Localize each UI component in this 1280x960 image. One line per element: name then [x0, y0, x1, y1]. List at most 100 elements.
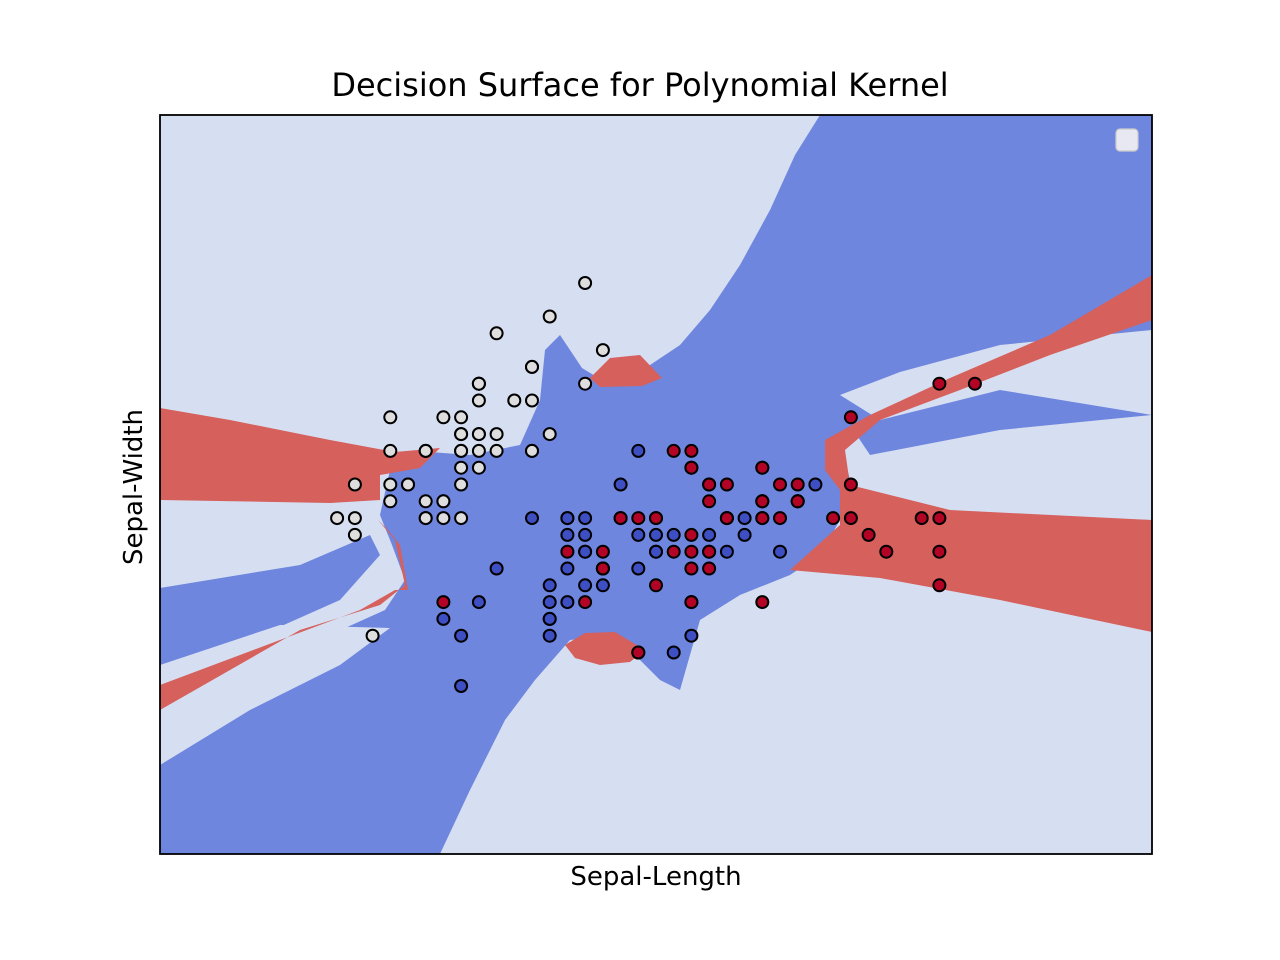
axes-frame	[159, 114, 1153, 855]
region-red-lower-left	[160, 520, 408, 710]
data-point-s1-39	[542, 595, 557, 610]
data-point-s2-32	[702, 544, 717, 559]
data-point-s0-24	[418, 443, 433, 458]
data-point-s2-0	[684, 460, 699, 475]
data-point-s1-20	[613, 477, 628, 492]
data-point-s2-14	[595, 544, 610, 559]
chart-title: Decision Surface for Polynomial Kernel	[331, 66, 949, 104]
data-point-s1-49	[578, 544, 593, 559]
data-point-s1-35	[631, 443, 646, 458]
data-point-s1-38	[560, 511, 575, 526]
data-point-s2-46	[684, 595, 699, 610]
data-point-s0-18	[578, 376, 593, 391]
data-point-s1-47	[666, 527, 681, 542]
data-point-s2-44	[755, 460, 770, 475]
region-light-left-wedge	[160, 625, 390, 765]
data-point-s1-3	[542, 628, 557, 643]
x-axis-label: Sepal-Length	[570, 862, 742, 892]
data-point-s0-34	[436, 494, 451, 509]
data-point-s2-27	[649, 511, 663, 526]
data-point-s2-40	[755, 494, 770, 509]
data-point-s2-18	[932, 578, 947, 593]
data-point-s0-8	[347, 527, 362, 542]
data-point-s2-47	[719, 511, 734, 526]
data-point-s1-33	[631, 561, 646, 576]
data-point-s0-43	[454, 427, 469, 442]
data-point-s1-18	[666, 645, 681, 660]
data-point-s2-5	[914, 511, 929, 526]
data-point-s2-2	[826, 511, 841, 526]
data-point-s1-28	[631, 527, 646, 542]
data-point-s0-13	[330, 511, 345, 526]
data-point-s0-38	[347, 511, 362, 526]
region-red-right	[790, 275, 1152, 632]
data-point-s0-15	[578, 276, 593, 290]
data-point-s2-41	[790, 494, 805, 509]
data-point-s0-42	[347, 477, 362, 492]
data-point-s1-14	[560, 527, 575, 542]
data-point-s1-44	[560, 561, 575, 576]
data-point-s2-22	[932, 544, 947, 559]
data-point-s1-13	[649, 527, 663, 542]
data-point-s0-29	[401, 477, 415, 492]
region-blue-central	[160, 115, 1152, 854]
data-point-s0-33	[542, 309, 557, 324]
data-point-s0-10	[525, 393, 539, 408]
data-point-s1-42	[595, 578, 610, 593]
data-point-s0-4	[454, 410, 469, 425]
data-point-s0-49	[454, 460, 469, 475]
data-point-s2-20	[790, 477, 805, 492]
data-point-s0-30	[418, 494, 433, 509]
data-point-s0-36	[542, 427, 557, 442]
data-point-s2-13	[578, 595, 593, 610]
data-point-s2-17	[932, 376, 947, 391]
data-point-s0-28	[489, 443, 504, 458]
data-point-s1-10	[454, 679, 469, 693]
data-point-s2-48	[666, 443, 681, 458]
data-point-s0-41	[365, 628, 380, 643]
data-point-s2-3	[684, 527, 699, 542]
data-point-s2-45	[755, 511, 770, 526]
data-point-s0-3	[383, 494, 398, 509]
data-point-s1-8	[737, 527, 752, 542]
data-point-s1-24	[702, 527, 717, 542]
data-point-s0-27	[489, 427, 504, 442]
data-point-s2-6	[436, 595, 451, 610]
data-point-s0-14	[595, 343, 610, 358]
data-point-s2-7	[861, 527, 876, 542]
data-point-s1-48	[471, 595, 486, 610]
data-point-s1-25	[737, 511, 752, 526]
data-point-s2-21	[560, 544, 575, 559]
data-point-s0-21	[471, 393, 486, 408]
data-point-s2-8	[755, 595, 770, 610]
data-point-s0-23	[471, 460, 486, 475]
data-point-s2-23	[684, 561, 699, 576]
data-point-s0-39	[471, 443, 486, 458]
data-point-s1-45	[578, 511, 593, 526]
decision-surface	[160, 115, 1152, 854]
data-point-s1-23	[649, 544, 663, 559]
data-point-s2-42	[595, 561, 610, 576]
data-point-s2-19	[631, 645, 646, 660]
data-point-s0-46	[471, 376, 486, 391]
data-point-s2-36	[684, 443, 699, 458]
data-point-s1-43	[454, 628, 469, 643]
data-point-s0-26	[454, 443, 469, 458]
data-point-s1-7	[436, 611, 451, 626]
data-point-s0-17	[471, 427, 486, 442]
data-point-s0-45	[418, 511, 433, 526]
data-point-s2-38	[631, 511, 646, 526]
data-point-s0-31	[525, 443, 539, 458]
region-blue-left-band	[160, 535, 380, 640]
data-point-s0-6	[383, 443, 398, 458]
region-red-top-blob	[590, 355, 662, 387]
data-point-s0-35	[454, 477, 469, 492]
data-point-s1-29	[578, 578, 593, 593]
data-point-s0-16	[525, 359, 539, 374]
data-point-s1-31	[542, 611, 557, 626]
data-point-s0-37	[436, 410, 451, 425]
data-point-s1-19	[560, 595, 575, 610]
data-point-s1-40	[542, 578, 557, 593]
